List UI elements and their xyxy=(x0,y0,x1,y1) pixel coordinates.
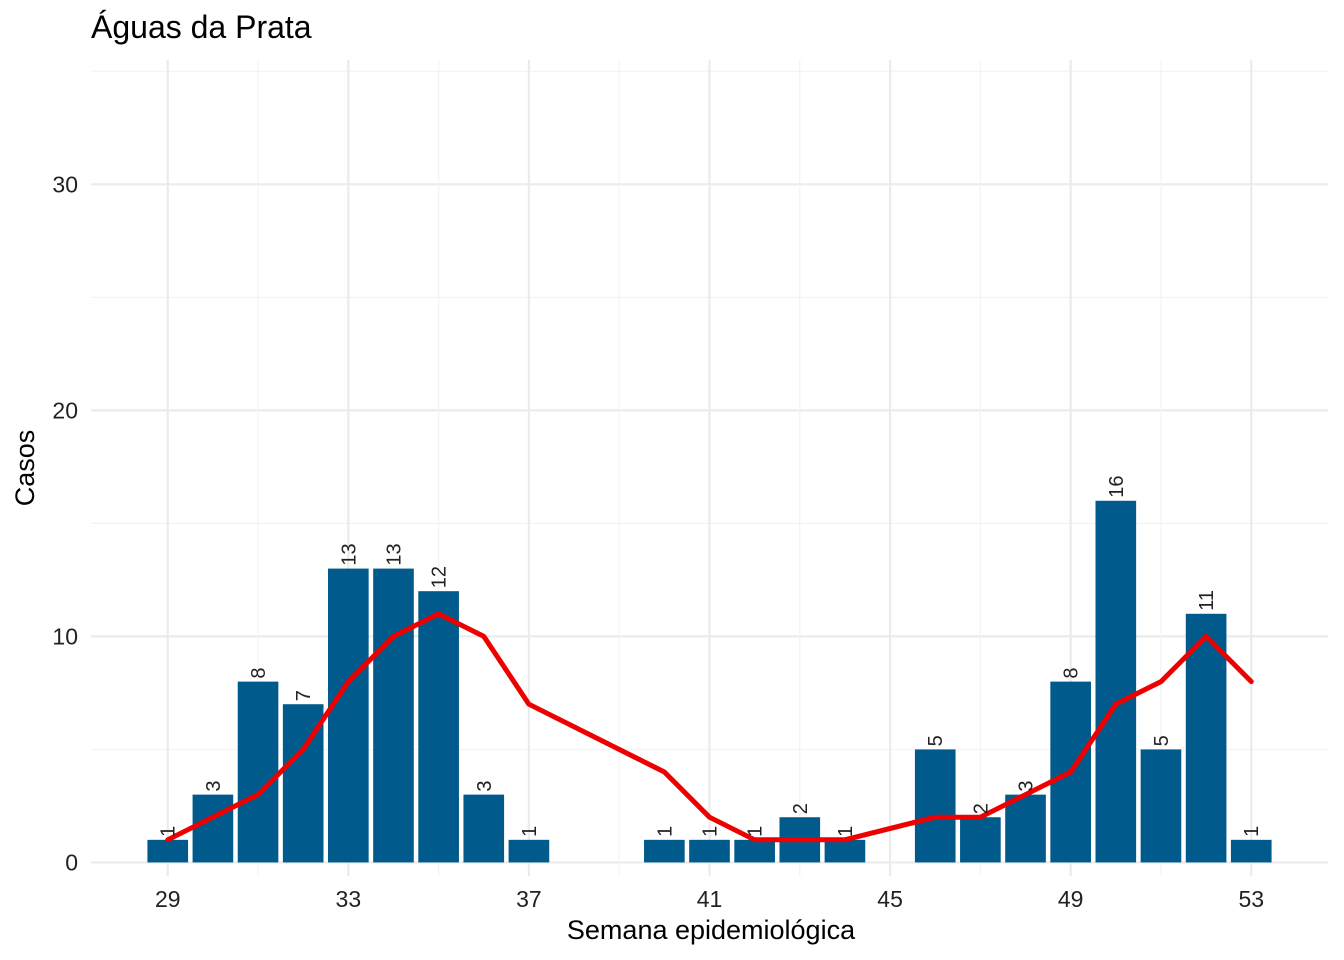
y-tick-label: 30 xyxy=(52,171,78,197)
bar-value-label: 8 xyxy=(248,667,270,678)
trend-line xyxy=(165,611,1254,843)
bar xyxy=(328,568,369,863)
bar xyxy=(644,839,685,863)
bar-value-label: 13 xyxy=(338,543,360,565)
bar-value-label: 1 xyxy=(519,826,541,837)
bar xyxy=(1230,839,1272,863)
bar xyxy=(508,839,550,863)
bar xyxy=(463,794,505,863)
x-tick-label: 37 xyxy=(516,886,542,912)
bar-value-label: 1 xyxy=(835,826,857,837)
bar xyxy=(1140,749,1182,863)
bar-value-label: 1 xyxy=(654,826,676,837)
bar-value-label: 8 xyxy=(1061,667,1083,678)
bar xyxy=(960,817,1001,863)
bar xyxy=(373,568,414,863)
bar-value-label: 12 xyxy=(429,566,451,588)
y-tick-label: 20 xyxy=(52,397,78,423)
x-tick-label: 29 xyxy=(155,886,181,912)
bar-value-label: 16 xyxy=(1106,476,1128,498)
bar xyxy=(824,839,866,863)
bar xyxy=(689,839,730,863)
y-tick-label: 0 xyxy=(65,849,78,875)
bar xyxy=(734,839,775,863)
bar xyxy=(237,681,279,863)
bar xyxy=(1185,613,1227,863)
y-tick-label: 10 xyxy=(52,623,78,649)
x-tick-label: 45 xyxy=(877,886,903,912)
x-tick-label: 53 xyxy=(1238,886,1264,912)
bar xyxy=(418,591,459,863)
x-tick-label: 49 xyxy=(1058,886,1084,912)
chart-title: Águas da Prata xyxy=(91,9,312,45)
bar-value-label: 5 xyxy=(1151,735,1173,746)
y-axis-title: Casos xyxy=(10,430,40,507)
bar-value-label: 3 xyxy=(474,781,496,792)
bar-value-label: 1 xyxy=(700,826,722,837)
trend-layer xyxy=(165,611,1254,843)
bar xyxy=(914,749,956,863)
y-axis-ticks: 0 10 20 30 xyxy=(52,171,78,875)
bar xyxy=(192,794,234,863)
x-axis-ticks: 29 33 37 41 45 49 53 xyxy=(155,886,1264,912)
bar-value-label: 3 xyxy=(203,781,225,792)
bar-value-label: 2 xyxy=(790,803,812,814)
x-axis-title: Semana epidemiológica xyxy=(567,915,856,945)
bar-value-label: 2 xyxy=(970,803,992,814)
x-tick-label: 41 xyxy=(697,886,723,912)
bar xyxy=(147,839,189,863)
bar-value-label: 11 xyxy=(1196,590,1218,611)
bar xyxy=(1095,500,1137,863)
bar-value-label: 1 xyxy=(158,826,180,837)
x-tick-label: 33 xyxy=(336,886,362,912)
bar xyxy=(1005,794,1046,863)
bars xyxy=(147,500,1272,863)
bar-value-label: 1 xyxy=(745,826,767,837)
bar-value-label: 5 xyxy=(925,735,947,746)
bar-value-label: 1 xyxy=(1241,826,1263,837)
bar-value-label: 3 xyxy=(1016,781,1038,792)
bar-value-label: 13 xyxy=(383,543,405,565)
bar-value-label: 7 xyxy=(293,690,315,701)
